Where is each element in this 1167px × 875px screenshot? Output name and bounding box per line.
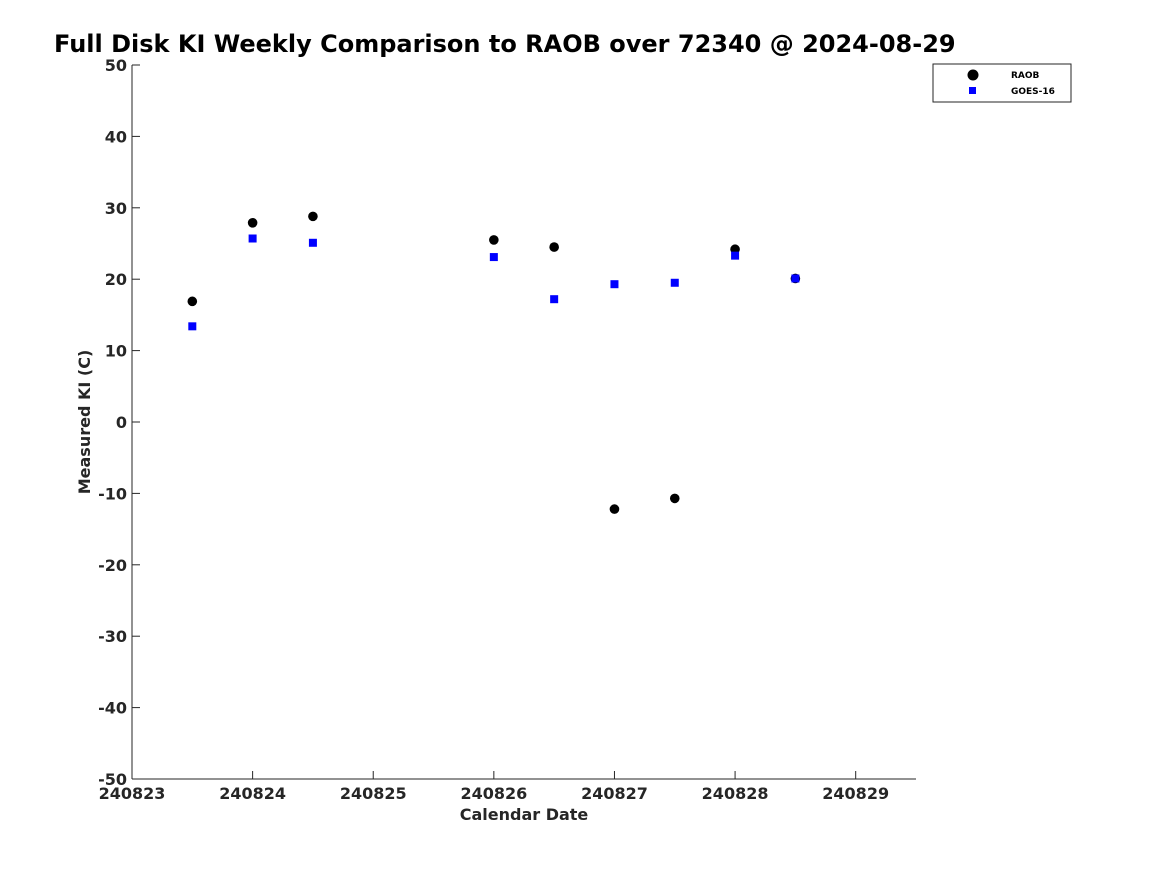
- data-point-goes16: [731, 251, 740, 260]
- y-axis-label: Measured KI (C): [75, 350, 94, 495]
- y-tick-label: 30: [105, 199, 127, 218]
- data-point-goes16: [550, 295, 559, 304]
- plot-area: [131, 65, 916, 780]
- data-point-goes16: [489, 253, 498, 262]
- y-tick-label: 10: [105, 342, 127, 361]
- data-point-goes16: [610, 280, 619, 289]
- y-tick-label: -20: [98, 556, 127, 575]
- y-axis-ticks: 50 40 30 20 10 0 -10 -20 -30 -40 -50: [98, 56, 140, 789]
- legend-label-raob: RAOB: [1011, 71, 1040, 81]
- x-tick-label: 240828: [702, 784, 769, 803]
- y-tick-label: -30: [98, 627, 127, 646]
- x-tick-label: 240823: [99, 784, 166, 803]
- data-point-raob: [730, 244, 740, 255]
- y-tick-label: 40: [105, 127, 127, 146]
- data-point-raob: [489, 235, 499, 245]
- legend-marker-goes16: [969, 87, 976, 94]
- chart-title: Full Disk KI Weekly Comparison to RAOB o…: [54, 30, 956, 58]
- data-point-raob: [247, 217, 258, 228]
- x-axis-ticks: 240823 240824 240825 240826 240827 240828 2408…: [99, 771, 889, 803]
- data-markers: [187, 211, 801, 514]
- data-point-raob: [187, 296, 198, 307]
- x-tick-label: 240827: [581, 784, 648, 803]
- x-axis-label: Calendar Date: [460, 805, 589, 824]
- x-tick-label: 240826: [460, 784, 527, 803]
- legend-label-goes16: GOES-16: [1011, 87, 1055, 97]
- data-point-raob: [669, 493, 680, 504]
- y-tick-label: -40: [98, 699, 127, 718]
- legend: RAOB GOES-16: [932, 63, 1072, 103]
- data-point-goes16: [308, 238, 317, 247]
- data-point-raob: [549, 242, 559, 252]
- data-point-goes16: [791, 274, 800, 283]
- legend-marker-raob: [967, 69, 979, 81]
- x-tick-label: 240829: [822, 784, 889, 803]
- y-tick-label: -50: [98, 770, 127, 789]
- y-tick-label: 0: [116, 413, 127, 432]
- y-tick-label: 50: [105, 56, 127, 75]
- data-point-goes16: [188, 322, 197, 331]
- data-point-raob: [609, 504, 620, 514]
- x-tick-label: 240825: [340, 784, 407, 803]
- data-point-goes16: [248, 234, 257, 243]
- data-point-goes16: [670, 278, 679, 287]
- legend-box: [932, 63, 1072, 103]
- data-point-raob: [308, 211, 318, 222]
- y-tick-label: 20: [105, 270, 127, 289]
- x-tick-label: 240824: [219, 784, 286, 803]
- y-tick-label: -10: [98, 484, 127, 503]
